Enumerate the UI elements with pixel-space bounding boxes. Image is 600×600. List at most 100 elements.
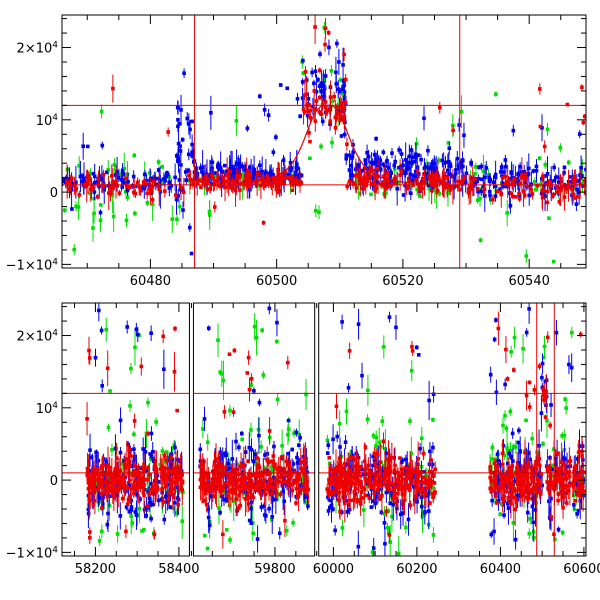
bottom-panel-data-point	[135, 467, 140, 484]
top-panel-data-point	[268, 164, 272, 183]
bottom-panel-data-point	[496, 490, 501, 511]
bottom-panel-light-curve: −1×104 0 104 2×104 58200 58400 59800 60000 60200…	[6, 302, 600, 577]
bottom-panel-data-point	[156, 494, 161, 507]
bottom-panel-data-point	[346, 383, 351, 393]
top-panel-data-point	[537, 156, 542, 161]
top-panel-data-point	[261, 220, 266, 226]
bottom-panel-data-point	[408, 417, 412, 425]
bottom-panel-data-point	[494, 475, 498, 500]
top-panel-data-point	[383, 163, 387, 199]
bottom-panel-data-point	[267, 504, 271, 514]
top-panel-data-point	[337, 48, 341, 76]
top-panel-data-point	[578, 169, 582, 199]
bottom-panel-data-point	[234, 432, 238, 451]
bottom-panel-data-point	[540, 353, 545, 374]
bottom-panel-data-point	[294, 428, 299, 437]
top-panel-data-point	[437, 190, 442, 197]
bottom-panel-data-point	[527, 528, 532, 540]
bottom-panel-data-point	[278, 455, 283, 481]
bottom-panel-data-point	[217, 491, 221, 525]
top-panel-data-point	[440, 153, 445, 168]
top-panel-data-point	[212, 171, 217, 175]
bottom-panel-data-point	[514, 495, 518, 505]
top-panel-data-point	[541, 171, 545, 182]
bottom-panel-data-point	[510, 469, 514, 484]
bottom-panel-data-point	[541, 355, 546, 360]
bottom-panel-data-point	[259, 484, 264, 489]
bottom-panel-data-point	[363, 443, 368, 451]
top-panel-data-point	[361, 181, 366, 197]
bottom-panel-data-point	[240, 437, 245, 442]
bottom-panel-data-point	[420, 483, 424, 496]
top-panel-x-tick-label: 60480	[130, 274, 171, 289]
bottom-panel-data-point	[292, 428, 296, 438]
bottom-panel-data-point	[266, 457, 270, 466]
bottom-panel-data-point	[162, 514, 167, 525]
bottom-panel-data-point	[221, 520, 225, 549]
top-panel-data-point	[318, 67, 322, 74]
bottom-panel-data-point	[523, 440, 527, 466]
bottom-panel-data-point	[132, 444, 136, 455]
bottom-panel-data-point	[381, 432, 386, 450]
bottom-panel-data-point	[138, 495, 142, 503]
top-panel-data-point	[104, 170, 109, 175]
top-panel-data-point	[540, 173, 544, 209]
bottom-panel-data-point	[206, 325, 211, 332]
bottom-panel-data-point	[488, 366, 493, 383]
bottom-panel-data-point	[573, 498, 578, 503]
bottom-panel-data-point	[146, 397, 150, 408]
top-panel-data-point	[494, 91, 498, 97]
bottom-panel-data-point	[366, 479, 371, 489]
top-panel-data-point	[564, 184, 568, 194]
top-panel-data-point	[409, 186, 413, 201]
top-panel-data-point	[401, 159, 405, 172]
top-panel-data-point	[278, 172, 282, 195]
top-panel-data-point	[466, 186, 471, 199]
bottom-panel-data-point	[249, 422, 253, 438]
top-panel-data-point	[280, 173, 284, 185]
top-panel-data-point	[580, 84, 584, 91]
bottom-panel-data-point	[498, 459, 503, 470]
bottom-panel-data-point	[401, 472, 405, 476]
bottom-panel-data-point	[172, 460, 176, 479]
top-panel-y-tick-label: 2×104	[17, 41, 59, 57]
top-panel-data-point	[357, 191, 362, 196]
bottom-panel-y-tick-label: 0	[50, 474, 58, 489]
bottom-panel-data-point	[334, 393, 339, 419]
top-panel-data-point	[303, 65, 308, 78]
bottom-panel-data-point	[275, 393, 280, 406]
bottom-panel-data-point	[509, 345, 513, 358]
bottom-panel-data-point	[206, 501, 211, 534]
top-panel-data-point	[297, 167, 302, 182]
bottom-panel-data-point	[498, 512, 502, 517]
bottom-panel-data-point	[180, 503, 185, 539]
bottom-panel-data-point	[257, 398, 262, 407]
top-panel-data-point	[137, 179, 142, 196]
bottom-panel-y-tick-label: 104	[36, 401, 59, 417]
top-panel-data-point	[274, 133, 278, 141]
bottom-panel-data-point	[272, 441, 276, 453]
top-panel-data-point	[254, 179, 259, 185]
bottom-panel-data-point	[166, 492, 171, 506]
bottom-panel-data-point	[126, 494, 131, 506]
bottom-panel-data-point	[521, 334, 525, 364]
bottom-panel-data-point	[337, 410, 342, 438]
top-panel-data-point	[381, 149, 386, 156]
bottom-panel-data-point	[242, 474, 246, 483]
bottom-panel-data-point	[244, 490, 248, 494]
bottom-panel-data-point	[367, 473, 372, 484]
top-panel-data-point	[259, 171, 263, 200]
top-panel-data-point	[384, 157, 389, 166]
top-panel-data-point	[517, 190, 521, 197]
bottom-panel-data-point	[401, 500, 405, 526]
bottom-panel-data-point	[500, 439, 505, 468]
top-panel-data-point	[276, 168, 281, 181]
top-panel-data-point	[186, 167, 190, 173]
top-panel-data-point	[245, 175, 249, 180]
top-panel-data-point	[157, 172, 162, 206]
top-panel-data-point	[281, 154, 286, 166]
top-panel-data-point	[491, 175, 496, 190]
bottom-panel-data-point	[280, 454, 285, 459]
bottom-panel-data-point	[578, 331, 583, 338]
bottom-panel-data-point	[212, 451, 217, 476]
